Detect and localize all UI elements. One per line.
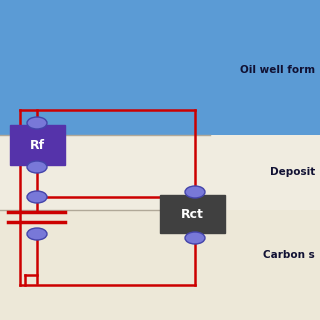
Ellipse shape	[27, 228, 47, 240]
Ellipse shape	[27, 161, 47, 173]
Text: Rf: Rf	[29, 139, 44, 151]
Text: Rct: Rct	[180, 207, 204, 220]
Bar	[0, 135, 320, 210]
Ellipse shape	[185, 186, 205, 198]
Bar	[0, 0, 320, 135]
Ellipse shape	[27, 117, 47, 129]
Text: Carbon s: Carbon s	[263, 250, 315, 260]
Text: Oil well form: Oil well form	[240, 65, 315, 75]
FancyBboxPatch shape	[160, 195, 225, 233]
FancyBboxPatch shape	[10, 125, 65, 165]
Text: Deposit: Deposit	[270, 167, 315, 177]
Ellipse shape	[27, 191, 47, 203]
Bar	[0, 210, 320, 320]
Ellipse shape	[185, 232, 205, 244]
